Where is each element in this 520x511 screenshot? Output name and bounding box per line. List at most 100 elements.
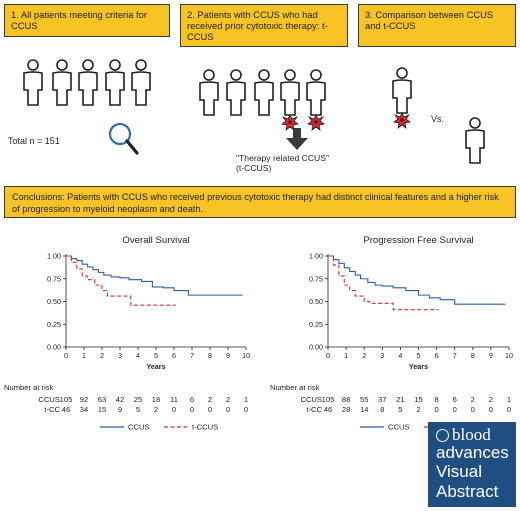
x-tick-label: 8 bbox=[208, 351, 212, 360]
x-tick-label: 10 bbox=[242, 351, 250, 360]
risk-row-label: CCUS bbox=[38, 395, 60, 404]
x-tick-label: 4 bbox=[398, 351, 402, 360]
y-tick-label: 1.00 bbox=[309, 252, 323, 261]
risk-cell: 1 bbox=[244, 395, 248, 404]
risk-cell: 0 bbox=[190, 405, 194, 414]
risk-cell: 9 bbox=[118, 405, 122, 414]
y-tick-label: 0.00 bbox=[309, 343, 323, 352]
logo-word-abstract: Abstract bbox=[436, 482, 499, 501]
box-comparison-text: 3. Comparison between CCUS and t-CCUS bbox=[365, 9, 494, 31]
risk-cell: 8 bbox=[380, 405, 384, 414]
chart-title: Overall Survival bbox=[122, 235, 189, 246]
risk-cell: 92 bbox=[80, 395, 88, 404]
risk-cell: 0 bbox=[208, 405, 212, 414]
risk-cell: 15 bbox=[414, 395, 422, 404]
y-tick-label: 0.00 bbox=[47, 343, 61, 352]
risk-cell: 0 bbox=[489, 405, 493, 414]
person-icon bbox=[23, 59, 43, 106]
person-icon bbox=[226, 69, 246, 116]
logo-word-advances: advances bbox=[436, 443, 509, 462]
risk-cell: 46 bbox=[324, 405, 332, 414]
risk-cell: 88 bbox=[342, 395, 350, 404]
x-tick-label: 4 bbox=[136, 351, 140, 360]
x-tick-label: 10 bbox=[505, 351, 513, 360]
x-tick-label: 3 bbox=[118, 351, 122, 360]
risk-cell: 63 bbox=[98, 395, 106, 404]
risk-cell: 28 bbox=[342, 405, 350, 414]
x-tick-label: 6 bbox=[172, 351, 176, 360]
risk-cell: 0 bbox=[434, 405, 438, 414]
risk-cell: 6 bbox=[190, 395, 194, 404]
risk-cell: 0 bbox=[507, 405, 511, 414]
person-icon bbox=[392, 67, 412, 114]
risk-table-header: Number at risk bbox=[4, 383, 54, 392]
person-icon bbox=[131, 59, 151, 106]
person-icon bbox=[465, 117, 485, 164]
x-tick-label: 9 bbox=[226, 351, 230, 360]
series-line-ccus bbox=[66, 255, 243, 296]
risk-cell: 0 bbox=[226, 405, 230, 414]
risk-cell: 34 bbox=[80, 405, 88, 414]
risk-cell: 55 bbox=[360, 395, 368, 404]
y-tick-label: 1.00 bbox=[47, 252, 61, 261]
legend-label: CCUS bbox=[388, 423, 410, 432]
logo-word-blood: blood bbox=[452, 425, 491, 444]
risk-cell: 21 bbox=[396, 395, 404, 404]
x-tick-label: 1 bbox=[82, 351, 86, 360]
progression-free-survival-chart: Progression Free Survival 0.00 0.25 0.50 0.7… bbox=[270, 235, 513, 432]
risk-cell: 15 bbox=[98, 405, 106, 414]
risk-cell: 0 bbox=[172, 405, 176, 414]
starburst-icon bbox=[307, 114, 325, 131]
y-tick-label: 0.50 bbox=[47, 297, 61, 306]
x-tick-label: 5 bbox=[154, 351, 158, 360]
logo-word-visual: Visual bbox=[436, 462, 482, 481]
person-icon bbox=[52, 59, 72, 106]
risk-cell: 0 bbox=[453, 405, 457, 414]
risk-cell: 2 bbox=[489, 395, 493, 404]
risk-cell: 18 bbox=[152, 395, 160, 404]
therapy-label: "Therapy related CCUS" (t-CCUS) bbox=[236, 153, 329, 173]
therapy-label-sub: (t-CCUS) bbox=[236, 163, 272, 173]
x-tick-label: 8 bbox=[471, 351, 475, 360]
x-tick-label: 2 bbox=[100, 351, 104, 360]
conclusions-text: Conclusions: Patients with CCUS who rece… bbox=[12, 192, 499, 214]
risk-cell: 25 bbox=[134, 395, 142, 404]
risk-cell: 2 bbox=[226, 395, 230, 404]
box-prior-therapy: 2. Patients with CCUS who had received p… bbox=[180, 4, 348, 47]
risk-cell: 5 bbox=[398, 405, 402, 414]
x-tick-label: 0 bbox=[64, 351, 68, 360]
x-axis-label: Years bbox=[146, 362, 165, 371]
risk-cell: 42 bbox=[116, 395, 124, 404]
person-icon bbox=[105, 59, 125, 106]
risk-cell: 2 bbox=[208, 395, 212, 404]
series-line-t-ccus bbox=[328, 255, 439, 311]
risk-row-label: t-CC bbox=[306, 405, 322, 414]
chart-title: Progression Free Survival bbox=[363, 235, 473, 246]
y-tick-label: 0.75 bbox=[309, 274, 323, 283]
legend-label: CCUS bbox=[128, 423, 150, 432]
x-tick-label: 2 bbox=[362, 351, 366, 360]
therapy-label-main: "Therapy related CCUS" bbox=[236, 153, 330, 163]
x-tick-label: 5 bbox=[417, 351, 421, 360]
total-label: Total n = 151 bbox=[8, 136, 60, 146]
conclusions-box: Conclusions: Patients with CCUS who rece… bbox=[4, 186, 516, 218]
x-tick-label: 1 bbox=[344, 351, 348, 360]
logo-drop-icon bbox=[436, 429, 449, 442]
x-tick-label: 0 bbox=[326, 351, 330, 360]
risk-cell: 0 bbox=[471, 405, 475, 414]
box-all-patients-text: 1. All patients meeting criteria for CCU… bbox=[11, 9, 148, 31]
vs-label: Vs. bbox=[431, 114, 445, 124]
x-axis-label: Years bbox=[409, 362, 428, 371]
risk-cell: 2 bbox=[471, 395, 475, 404]
person-icon bbox=[199, 69, 219, 116]
y-tick-label: 0.25 bbox=[47, 320, 61, 329]
x-tick-label: 6 bbox=[435, 351, 439, 360]
risk-cell: 8 bbox=[434, 395, 438, 404]
blood-advances-logo: blood advances Visual Abstract bbox=[428, 422, 516, 507]
box-comparison: 3. Comparison between CCUS and t-CCUS bbox=[358, 4, 516, 47]
person-icon bbox=[254, 69, 274, 116]
risk-cell: 2 bbox=[416, 405, 420, 414]
risk-cell: 6 bbox=[453, 395, 457, 404]
risk-row-label: CCUS bbox=[300, 395, 322, 404]
risk-cell: 2 bbox=[154, 405, 158, 414]
